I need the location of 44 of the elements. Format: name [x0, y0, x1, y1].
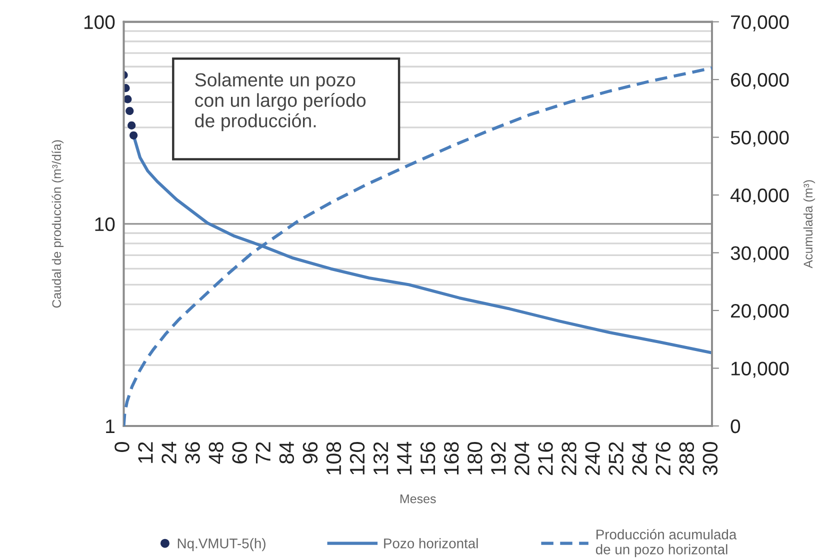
x-tick-label: 168: [444, 442, 459, 474]
y2-tick-label: 50,000: [730, 130, 789, 147]
x-tick-label: 240: [585, 442, 600, 475]
y2-axis-title: Acumulada (m³): [803, 180, 816, 268]
x-tick-label: 252: [608, 442, 624, 475]
x-tick-label: 300: [702, 442, 718, 476]
x-tick-label: 48: [208, 442, 224, 464]
y-tick-label: 100: [84, 15, 115, 30]
x-tick-label: 36: [185, 442, 200, 464]
x-tick-label: 264: [632, 442, 647, 475]
x-tick-label: 276: [656, 442, 671, 475]
annotation: Solamente un pozo con un largo período de producción.: [195, 72, 366, 132]
y-tick-label: 10: [95, 217, 115, 232]
x-tick-label: 72: [256, 442, 270, 464]
x-tick-label: 144: [397, 442, 412, 474]
x-tick-label: 180: [468, 442, 482, 474]
legend-label: Producción acumulada de un pozo horizontal: [596, 529, 737, 558]
x-tick-label: 12: [138, 442, 153, 463]
x-tick-label: 132: [373, 442, 388, 474]
x-tick-label: 24: [162, 442, 176, 464]
x-axis-title: Meses: [400, 494, 436, 504]
x-tick-label: 216: [538, 442, 553, 475]
x-tick-label: 156: [420, 442, 436, 474]
y2-tick-label: 30,000: [730, 246, 789, 262]
y2-tick-label: 10,000: [732, 362, 789, 378]
x-tick-label: 120: [350, 442, 365, 474]
y2-tick-label: 70,000: [731, 15, 789, 32]
x-tick-label: 96: [302, 442, 318, 464]
x-tick-label: 192: [491, 442, 506, 474]
x-tick-label: 204: [514, 442, 530, 475]
legend-label: Nq.VMUT-5(h): [178, 538, 266, 552]
x-tick-label: 108: [326, 442, 342, 474]
x-tick-label: 84: [279, 442, 294, 464]
y-axis-title: Caudal de producción (m³/día): [52, 140, 64, 308]
x-tick-label: 0: [114, 442, 130, 452]
y2-tick-label: 40,000: [730, 188, 789, 205]
y2-tick-label: 20,000: [731, 304, 789, 320]
x-tick-label: 60: [232, 442, 247, 464]
x-tick-label: 288: [679, 442, 694, 475]
y2-tick-label: 60,000: [731, 73, 789, 90]
x-tick-label: 228: [562, 442, 576, 475]
y-tick-label: 1: [106, 420, 114, 434]
y2-tick-label: 0: [730, 419, 740, 434]
legend-label: Pozo horizontal: [384, 538, 478, 548]
